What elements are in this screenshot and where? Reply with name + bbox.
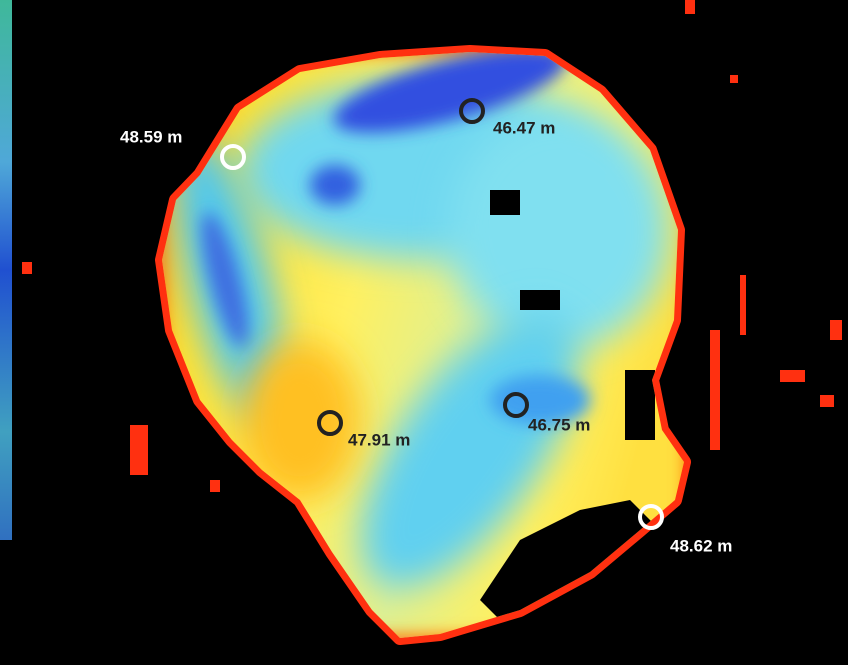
elevation-label: 46.75 m — [528, 415, 590, 434]
marker — [503, 392, 529, 418]
elevation-label: 46.47 m — [493, 118, 555, 137]
surface — [162, 52, 684, 638]
marker — [317, 410, 343, 436]
marker — [220, 144, 246, 170]
side-strip — [0, 0, 12, 540]
red-speckles — [22, 0, 842, 492]
marker — [459, 98, 485, 124]
markers — [220, 98, 664, 530]
elevation-label: 47.91 m — [348, 430, 410, 449]
elevation-label: 48.59 m — [120, 127, 182, 146]
marker — [638, 504, 664, 530]
elevation-label: 48.62 m — [670, 536, 732, 555]
